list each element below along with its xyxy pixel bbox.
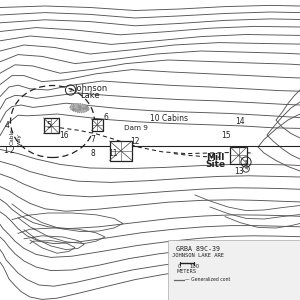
Text: 8: 8 bbox=[90, 148, 95, 158]
Text: 12: 12 bbox=[130, 137, 140, 146]
Text: 2: 2 bbox=[68, 88, 73, 92]
Text: METERS: METERS bbox=[177, 269, 196, 274]
Text: 7: 7 bbox=[91, 135, 95, 144]
Bar bbox=[44, 118, 59, 134]
Text: 6: 6 bbox=[103, 112, 108, 122]
Text: 0: 0 bbox=[177, 265, 181, 269]
Text: Site: Site bbox=[206, 160, 226, 169]
Text: 14: 14 bbox=[235, 117, 245, 126]
Text: Cable: Cable bbox=[10, 128, 14, 145]
Text: 13: 13 bbox=[234, 167, 244, 176]
Text: GRBA 89C-39: GRBA 89C-39 bbox=[176, 246, 220, 252]
Text: Lake: Lake bbox=[80, 91, 100, 100]
Text: 11: 11 bbox=[109, 149, 118, 158]
Ellipse shape bbox=[70, 103, 89, 112]
Bar bbox=[92, 119, 103, 130]
Text: 3: 3 bbox=[244, 160, 248, 164]
Bar bbox=[230, 147, 247, 164]
Text: 100: 100 bbox=[189, 265, 200, 269]
Bar bbox=[168, 240, 300, 300]
Text: 10 Cabins: 10 Cabins bbox=[150, 114, 188, 123]
Text: 4: 4 bbox=[244, 167, 247, 171]
Text: Mill: Mill bbox=[206, 153, 224, 162]
Text: Johnson: Johnson bbox=[75, 84, 108, 93]
Text: — Generalized cont: — Generalized cont bbox=[185, 277, 231, 282]
Text: 2: 2 bbox=[9, 146, 14, 155]
Text: Dam 9: Dam 9 bbox=[124, 125, 148, 131]
Bar bbox=[110, 141, 132, 161]
Text: 4: 4 bbox=[5, 121, 10, 130]
Text: 16: 16 bbox=[60, 131, 69, 140]
Text: 1: 1 bbox=[3, 146, 8, 155]
Text: 5: 5 bbox=[46, 122, 51, 130]
Text: 15: 15 bbox=[222, 130, 231, 140]
Text: JOHNSON LAKE ARE: JOHNSON LAKE ARE bbox=[172, 253, 224, 258]
Text: way: way bbox=[16, 134, 21, 146]
